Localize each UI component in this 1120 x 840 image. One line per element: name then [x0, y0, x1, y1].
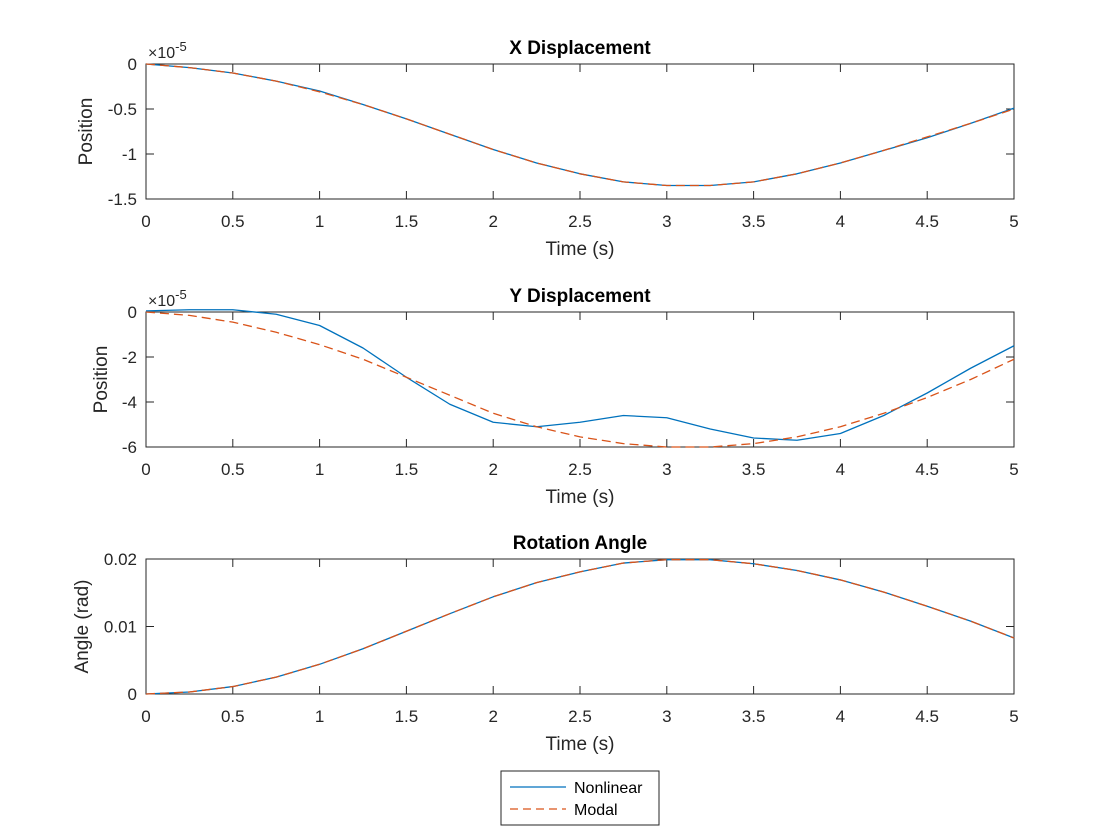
x-axis-label: Time (s) — [546, 734, 615, 755]
rotation-angle-chart: 0 0.5 1 1.5 2 2.5 3 3.5 4 4.5 5 0 0.01 0.02 Rotation A… — [72, 533, 1019, 755]
x-tick-label: 0 — [141, 460, 150, 479]
y-axis-label: Position — [76, 98, 97, 166]
y-displacement-title: Y Displacement — [509, 286, 651, 307]
x-tick-label: 3.5 — [742, 212, 766, 231]
x-axis-label: Time (s) — [546, 239, 615, 260]
x-tick-label: 4 — [836, 460, 845, 479]
series-line-nonlinear — [145, 309, 1015, 441]
x-tick-label: 2 — [488, 212, 497, 231]
legend-label-modal: Modal — [574, 802, 618, 819]
series-line-modal — [145, 63, 1015, 187]
x-tick-label: 5 — [1009, 212, 1018, 231]
x-displacement-plot-area — [145, 63, 1015, 200]
x-tick-label: 2.5 — [568, 212, 592, 231]
x-tick-label: 4.5 — [915, 460, 939, 479]
y-displacement-chart: 0 0.5 1 1.5 2 2.5 3 3.5 4 4.5 5 0 -2 -4 -6 Y Displaceme… — [91, 286, 1019, 508]
y-tick-label: 0 — [128, 685, 137, 704]
x-tick-label: 0 — [141, 707, 150, 726]
x-axis-label: Time (s) — [546, 487, 615, 508]
y-axis-label: Angle (rad) — [72, 580, 93, 674]
x-tick-label: 0.5 — [221, 212, 245, 231]
y-tick-label: -2 — [122, 348, 137, 367]
y-axis-exponent: ×10-5 — [148, 39, 187, 62]
x-tick-label: 3 — [662, 212, 671, 231]
y-tick-label: 0.01 — [104, 618, 137, 637]
x-tick-label: 2 — [488, 707, 497, 726]
legend-box — [500, 770, 660, 826]
x-tick-label: 4.5 — [915, 707, 939, 726]
x-tick-label: 1.5 — [395, 212, 419, 231]
y-tick-label: 0.02 — [104, 550, 137, 569]
x-tick-label: 3 — [662, 460, 671, 479]
y-axis-exponent-power: -5 — [175, 39, 187, 54]
y-tick-label: -0.5 — [108, 100, 137, 119]
x-tick-label: 4 — [836, 707, 845, 726]
x-displacement-title: X Displacement — [509, 38, 651, 59]
x-tick-label: 4 — [836, 212, 845, 231]
x-tick-label: 3 — [662, 707, 671, 726]
x-tick-label: 1.5 — [395, 460, 419, 479]
y-tick-label: -4 — [122, 393, 137, 412]
legend-label-nonlinear: Nonlinear — [574, 780, 643, 797]
y-axis-exponent-power: -5 — [175, 287, 187, 302]
rotation-angle-title: Rotation Angle — [513, 533, 647, 554]
x-displacement-chart: 0 0.5 1 1.5 2 2.5 3 3.5 4 4.5 5 0 -0.5 -1 -1.5 X Displa… — [76, 38, 1019, 260]
x-tick-label: 1 — [315, 707, 324, 726]
x-tick-label: 1 — [315, 212, 324, 231]
y-displacement-plot-area — [145, 311, 1015, 448]
x-tick-label: 1.5 — [395, 707, 419, 726]
y-tick-label: 0 — [128, 55, 137, 74]
y-tick-label: -1.5 — [108, 190, 137, 209]
x-tick-label: 5 — [1009, 460, 1018, 479]
x-tick-label: 3.5 — [742, 460, 766, 479]
series-line-modal — [145, 559, 1015, 695]
x-tick-label: 2.5 — [568, 460, 592, 479]
series-line-modal — [145, 311, 1015, 448]
legend: Nonlinear Modal — [500, 770, 660, 826]
x-tick-label: 2 — [488, 460, 497, 479]
y-tick-label: 0 — [128, 303, 137, 322]
y-tick-label: -1 — [122, 145, 137, 164]
x-tick-label: 1 — [315, 460, 324, 479]
x-tick-label: 2.5 — [568, 707, 592, 726]
x-tick-label: 0.5 — [221, 460, 245, 479]
y-axis-label: Position — [91, 346, 112, 414]
x-tick-label: 4.5 — [915, 212, 939, 231]
x-tick-label: 0 — [141, 212, 150, 231]
x-tick-label: 3.5 — [742, 707, 766, 726]
x-tick-label: 5 — [1009, 707, 1018, 726]
y-axis-exponent: ×10-5 — [148, 287, 187, 310]
x-tick-label: 0.5 — [221, 707, 245, 726]
y-tick-label: -6 — [122, 438, 137, 457]
rotation-angle-plot-area — [145, 558, 1015, 695]
